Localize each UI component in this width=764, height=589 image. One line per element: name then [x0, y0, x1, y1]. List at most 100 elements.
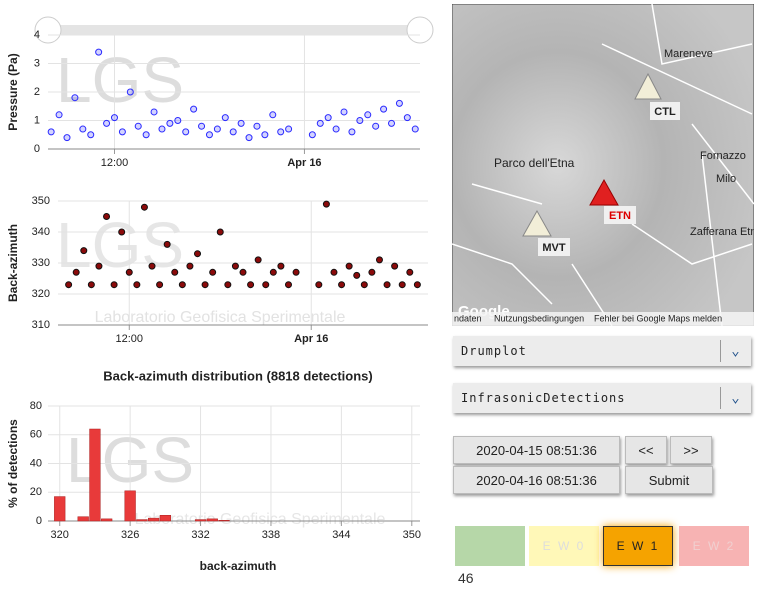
- dropdown-arrow: ⌄: [720, 387, 751, 409]
- y-tick-label: 20: [30, 486, 42, 498]
- x-tick-label: 12:00: [101, 157, 129, 169]
- y-tick-label: 60: [30, 429, 42, 441]
- slider-handle[interactable]: [34, 16, 62, 44]
- point: [95, 262, 103, 270]
- point: [63, 134, 71, 142]
- point: [87, 281, 95, 289]
- bar: [206, 518, 218, 522]
- point: [201, 281, 209, 289]
- point: [80, 247, 88, 255]
- y-tick-label: 0: [34, 143, 40, 155]
- place: Milo: [716, 173, 736, 185]
- station-tag: [604, 206, 636, 224]
- point: [380, 105, 388, 113]
- point: [360, 281, 368, 289]
- station-tag: [538, 238, 570, 256]
- bar: [159, 515, 171, 522]
- point: [340, 108, 348, 116]
- point: [205, 131, 213, 139]
- y-tick-label: 350: [32, 195, 50, 207]
- place: Fornazzo: [700, 150, 746, 162]
- point: [383, 281, 391, 289]
- dropdown[interactable]: Drumplot ⌄: [453, 336, 751, 366]
- point: [391, 262, 399, 270]
- point: [103, 213, 111, 220]
- watermark-lab: Laboratorio Geofisica Sperimentale: [95, 309, 346, 326]
- point: [166, 119, 174, 127]
- point: [231, 262, 239, 270]
- point: [178, 281, 186, 289]
- dropdown[interactable]: InfrasonicDetections ⌄: [453, 383, 751, 413]
- point: [403, 114, 411, 122]
- charts: LGS LGS Laboratorio Geofisica Sperimenta…: [6, 16, 434, 573]
- bar: [101, 518, 113, 522]
- range-slider[interactable]: [48, 25, 420, 35]
- point: [209, 268, 217, 276]
- y-tick-label: 0: [36, 515, 42, 527]
- point: [134, 122, 142, 130]
- watermark-logo: LGS: [56, 209, 184, 281]
- point: [65, 281, 73, 289]
- point: [87, 131, 95, 139]
- y-tick-label: 40: [30, 457, 42, 469]
- point: [324, 114, 332, 122]
- place: Parco dell'Etna: [494, 156, 575, 170]
- point: [316, 119, 324, 127]
- alert-level: E W 2: [679, 526, 749, 566]
- map[interactable]: Mareneve Parco dell'Etna Fornazzo Milo Z…: [452, 4, 754, 326]
- station-marker[interactable]: [589, 178, 619, 206]
- next-button[interactable]: >>: [670, 436, 712, 464]
- point: [245, 134, 253, 142]
- y-axis-label: % of detections: [6, 419, 20, 508]
- point: [285, 125, 293, 133]
- point: [190, 105, 198, 113]
- point: [368, 268, 376, 276]
- point: [356, 117, 364, 124]
- point: [95, 48, 103, 56]
- y-tick-label: 320: [32, 288, 50, 300]
- slider-handle[interactable]: [406, 16, 434, 44]
- point: [186, 262, 194, 270]
- y-tick-label: 3: [34, 57, 40, 69]
- chart-title: Back-azimuth distribution (8818 detectio…: [103, 368, 372, 383]
- y-axis-label: Pressure (Pa): [6, 53, 20, 130]
- y-tick-label: 310: [32, 319, 50, 331]
- map-footer: [452, 312, 754, 326]
- y-axis-label: Back-azimuth: [6, 224, 20, 302]
- submit-button[interactable]: Submit: [625, 466, 713, 494]
- x-tick-label: 326: [121, 529, 139, 541]
- map-footer-text[interactable]: Nutzungsbedingungen: [494, 313, 584, 323]
- point: [150, 108, 158, 116]
- map-footer-text[interactable]: Fehler bei Google Maps melden: [594, 313, 722, 323]
- point: [332, 125, 340, 133]
- point: [292, 268, 300, 276]
- x-tick-label: 344: [332, 529, 350, 541]
- x-tick-label: 338: [262, 529, 280, 541]
- point: [277, 128, 285, 136]
- point: [239, 268, 247, 276]
- point: [47, 128, 55, 136]
- point: [71, 94, 79, 102]
- station-marker[interactable]: [634, 72, 662, 100]
- dropdown-arrow: ⌄: [720, 340, 751, 362]
- point: [158, 125, 166, 133]
- x-tick-label: 332: [191, 529, 209, 541]
- bar: [54, 496, 66, 522]
- station-marker[interactable]: [522, 209, 552, 237]
- point: [308, 131, 316, 139]
- x-tick-label: 320: [51, 529, 69, 541]
- station-tag: [650, 102, 680, 120]
- x-tick-label: 12:00: [116, 333, 144, 345]
- point: [182, 128, 190, 136]
- point: [353, 271, 361, 279]
- watermark-logo: LGS: [56, 44, 184, 116]
- point: [72, 268, 80, 276]
- end-input[interactable]: 2020-04-16 08:51:36: [453, 466, 620, 494]
- y-tick-label: 330: [32, 257, 50, 269]
- start-input[interactable]: 2020-04-15 08:51:36: [453, 436, 620, 464]
- roads: [452, 4, 754, 326]
- bar: [77, 516, 89, 522]
- bar: [194, 519, 207, 522]
- prev-button[interactable]: <<: [625, 436, 667, 464]
- point: [364, 111, 372, 119]
